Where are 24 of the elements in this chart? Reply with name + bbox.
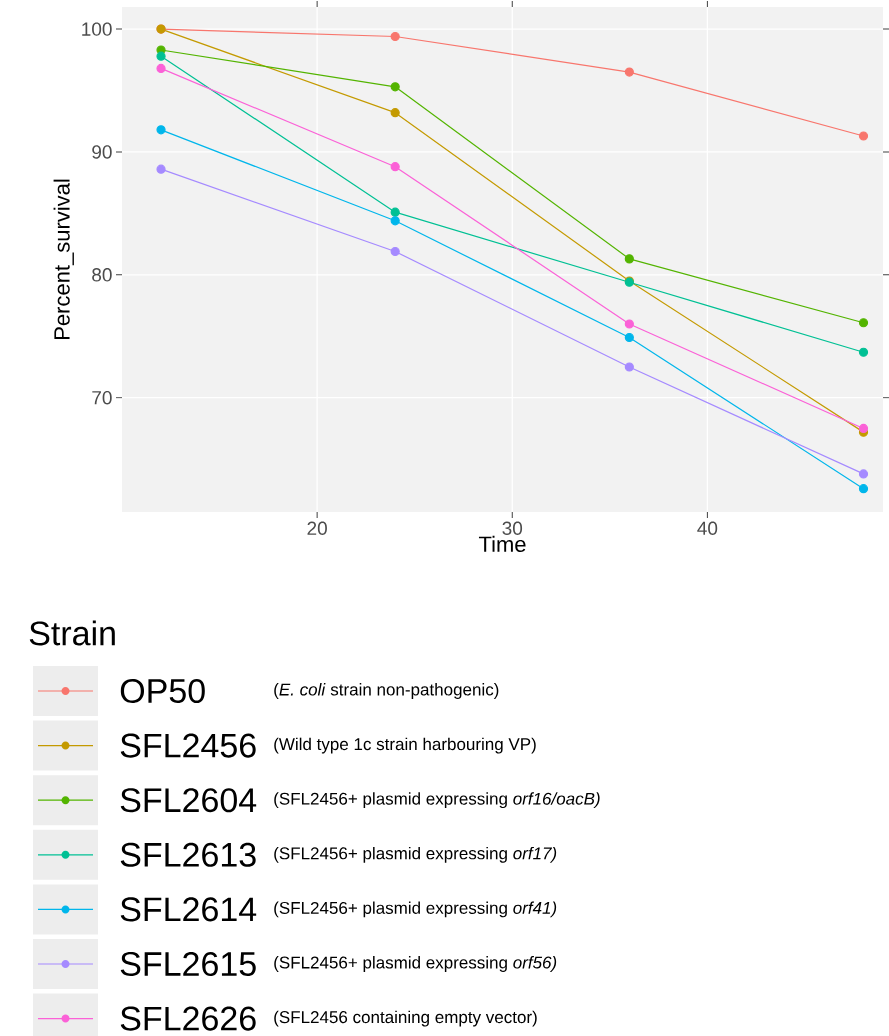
legend-label: SFL2626 xyxy=(120,1006,256,1031)
text: (E. coli strain non-pathogenic) xyxy=(274,683,499,699)
legend-label: OP50 xyxy=(120,678,205,704)
legend-label: SFL2615 xyxy=(120,951,256,977)
text: (SFL2456+ plasmid expressing orf56) xyxy=(274,956,557,972)
y-tick-label: 100 xyxy=(82,22,112,36)
legend-title: Strain xyxy=(29,620,115,646)
x-tick-label: 30 xyxy=(502,521,523,535)
legend-label: SFL2614 xyxy=(120,897,257,922)
y-tick-label: 70 xyxy=(92,390,112,405)
y-tick-label: 90 xyxy=(92,145,112,159)
x-tick-label: 20 xyxy=(307,521,327,535)
text: (Wild type 1c strain harbouring VP) xyxy=(274,737,536,754)
legend-label: SFL2604 xyxy=(120,788,257,813)
text: (SFL2456+ plasmid expressing orf41) xyxy=(274,901,557,918)
y-tick-label: 80 xyxy=(92,268,112,282)
y-axis-title: Percent_survival xyxy=(53,179,74,339)
text: (SFL2456+ plasmid expressing orf16/oacB) xyxy=(274,792,600,809)
text: (SFL2456 containing empty vector) xyxy=(274,1010,537,1027)
text: (SFL2456+ plasmid expressing orf17) xyxy=(274,846,557,863)
legend-label: SFL2613 xyxy=(120,842,256,867)
legend-label: SFL2456 xyxy=(120,733,256,758)
x-axis-title: Time xyxy=(478,535,526,553)
x-tick-label: 40 xyxy=(697,521,718,535)
